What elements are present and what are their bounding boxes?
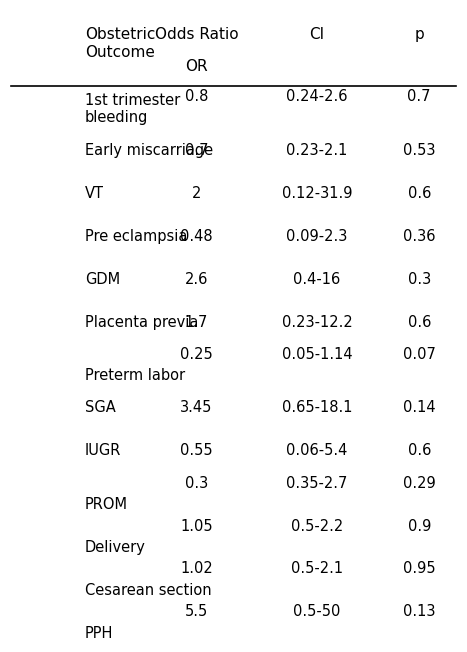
Text: 0.5-2.1: 0.5-2.1	[291, 561, 343, 576]
Text: 0.65-18.1: 0.65-18.1	[282, 400, 352, 415]
Text: VT: VT	[85, 186, 104, 201]
Text: 0.4-16: 0.4-16	[293, 271, 341, 287]
Text: GDM: GDM	[85, 271, 120, 287]
Text: 0.95: 0.95	[403, 561, 436, 576]
Text: 1.05: 1.05	[180, 518, 212, 533]
Text: Odds Ratio: Odds Ratio	[155, 27, 238, 42]
Text: p: p	[414, 27, 424, 42]
Text: 2.6: 2.6	[184, 271, 208, 287]
Text: 0.48: 0.48	[180, 229, 212, 244]
Text: 0.55: 0.55	[180, 443, 212, 458]
Text: 0.14: 0.14	[403, 400, 436, 415]
Text: 0.23-12.2: 0.23-12.2	[282, 314, 353, 329]
Text: IUGR: IUGR	[85, 443, 121, 458]
Text: Cesarean section: Cesarean section	[85, 583, 212, 598]
Text: 0.8: 0.8	[184, 89, 208, 104]
Text: Placenta previa: Placenta previa	[85, 314, 198, 329]
Text: 2: 2	[191, 186, 201, 201]
Text: 0.3: 0.3	[408, 271, 431, 287]
Text: Preterm labor: Preterm labor	[85, 368, 185, 383]
Text: 0.13: 0.13	[403, 604, 435, 619]
Text: 0.7: 0.7	[407, 89, 431, 104]
Text: 0.12-31.9: 0.12-31.9	[282, 186, 352, 201]
Text: 5.5: 5.5	[185, 604, 208, 619]
Text: 0.24-2.6: 0.24-2.6	[286, 89, 348, 104]
Text: 1st trimester
bleeding: 1st trimester bleeding	[85, 93, 180, 125]
Text: 0.09-2.3: 0.09-2.3	[286, 229, 348, 244]
Text: 1.02: 1.02	[180, 561, 213, 576]
Text: CI: CI	[310, 27, 325, 42]
Text: 3.45: 3.45	[180, 400, 212, 415]
Text: 0.53: 0.53	[403, 143, 435, 158]
Text: Delivery: Delivery	[85, 540, 146, 555]
Text: OR: OR	[185, 59, 208, 74]
Text: 0.7: 0.7	[184, 143, 208, 158]
Text: 0.5-50: 0.5-50	[293, 604, 341, 619]
Text: 1.7: 1.7	[184, 314, 208, 329]
Text: Pre eclampsia: Pre eclampsia	[85, 229, 187, 244]
Text: Obstetric
Outcome: Obstetric Outcome	[85, 27, 156, 60]
Text: 0.5-2.2: 0.5-2.2	[291, 518, 343, 533]
Text: 0.6: 0.6	[408, 314, 431, 329]
Text: 0.36: 0.36	[403, 229, 435, 244]
Text: 0.25: 0.25	[180, 347, 213, 362]
Text: PPH: PPH	[85, 626, 113, 641]
Text: 0.9: 0.9	[408, 518, 431, 533]
Text: 0.29: 0.29	[403, 475, 436, 490]
Text: 0.07: 0.07	[403, 347, 436, 362]
Text: 0.06-5.4: 0.06-5.4	[286, 443, 348, 458]
Text: 0.35-2.7: 0.35-2.7	[286, 475, 348, 490]
Text: PROM: PROM	[85, 497, 128, 512]
Text: 0.05-1.14: 0.05-1.14	[282, 347, 353, 362]
Text: 0.6: 0.6	[408, 186, 431, 201]
Text: SGA: SGA	[85, 400, 116, 415]
Text: 0.6: 0.6	[408, 443, 431, 458]
Text: 0.23-2.1: 0.23-2.1	[286, 143, 348, 158]
Text: Early miscarriage: Early miscarriage	[85, 143, 213, 158]
Text: 0.3: 0.3	[185, 475, 208, 490]
